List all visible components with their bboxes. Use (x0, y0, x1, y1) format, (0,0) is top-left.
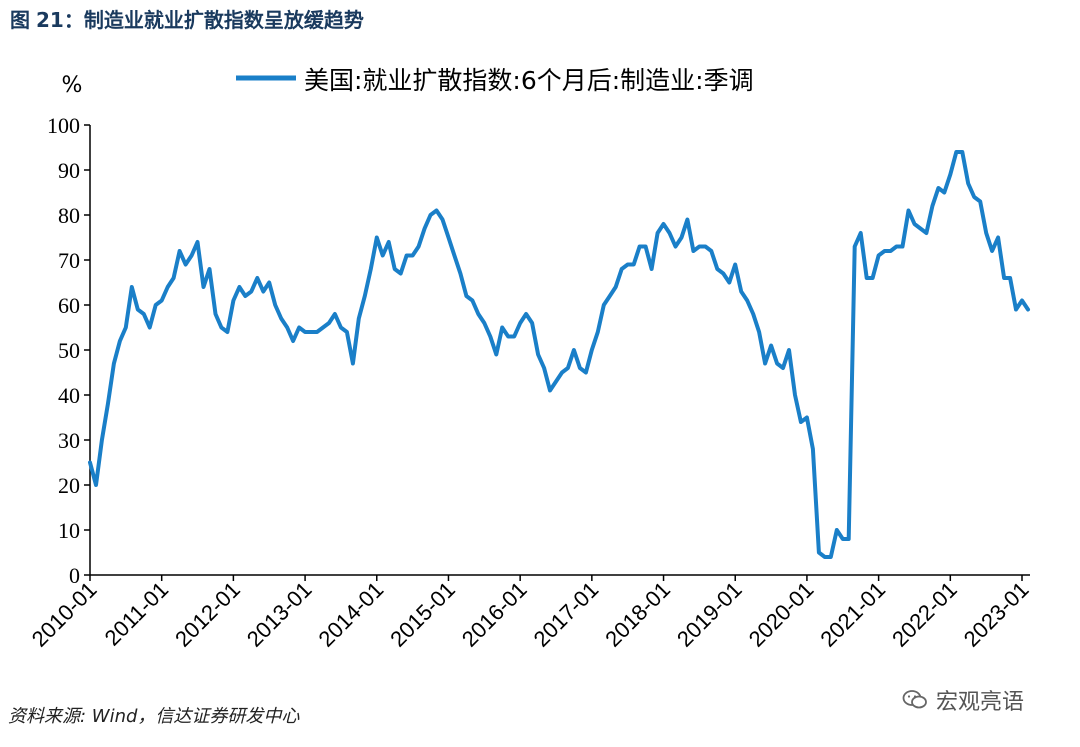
x-tick-label: 2019-01 (672, 577, 747, 652)
figure-number: 21： (36, 8, 84, 32)
figure-label: 图 (10, 8, 30, 32)
x-tick-label: 2016-01 (457, 577, 532, 652)
line-chart: 美国:就业扩散指数:6个月后:制造业:季调 % 0 10 20 30 40 50 60 70 8… (27, 66, 1034, 652)
watermark: 宏观亮语 (902, 684, 1024, 716)
y-tick-label: 100 (47, 113, 80, 138)
y-tick-label: 40 (58, 383, 80, 408)
y-tick-label: 80 (58, 203, 80, 228)
y-tick-label: 90 (58, 158, 80, 183)
x-tick-label: 2021-01 (815, 577, 890, 652)
x-tick-label: 2012-01 (170, 577, 245, 652)
x-tick-label: 2022-01 (887, 577, 962, 652)
source-note: 资料来源: Wind，信达证券研发中心 (8, 706, 300, 727)
y-tick-label: 70 (58, 248, 80, 273)
legend: 美国:就业扩散指数:6个月后:制造业:季调 (236, 66, 754, 95)
y-tick-label: 20 (58, 473, 80, 498)
figure-title: 图 21：制造业就业扩散指数呈放缓趋势 (10, 4, 364, 33)
y-tick-label: 30 (58, 428, 80, 453)
legend-label: 美国:就业扩散指数:6个月后:制造业:季调 (304, 66, 754, 95)
x-tick-label: 2023-01 (959, 577, 1034, 652)
figure-title-text: 制造业就业扩散指数呈放缓趋势 (83, 8, 364, 32)
x-tick-label: 2011-01 (100, 577, 174, 651)
watermark-text: 宏观亮语 (936, 690, 1025, 715)
x-tick-label: 2018-01 (600, 577, 675, 652)
wechat-icon (902, 687, 928, 713)
y-unit-label: % (62, 73, 83, 98)
y-tick-label: 50 (58, 338, 80, 363)
x-tick-label: 2020-01 (744, 577, 819, 652)
x-tick-label: 2015-01 (385, 577, 460, 652)
y-tick-label: 0 (69, 563, 80, 588)
y-tick-label: 10 (58, 518, 80, 543)
x-tick-label: 2013-01 (242, 577, 317, 652)
x-tick-label: 2010-01 (27, 577, 102, 652)
x-tick-label: 2014-01 (314, 577, 389, 652)
x-tick-label: 2017-01 (529, 577, 604, 652)
series-line (88, 150, 1030, 559)
y-tick-label: 60 (58, 293, 80, 318)
